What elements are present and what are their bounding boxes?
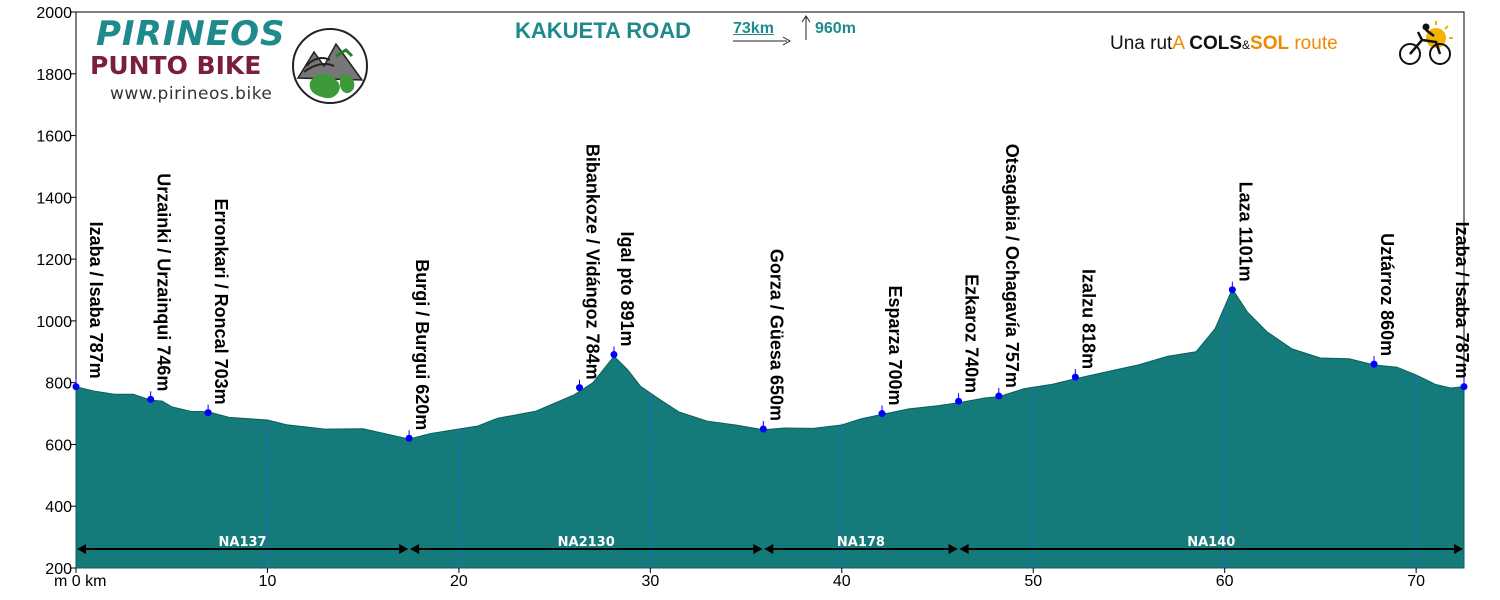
mountain-logo-icon [292,28,368,104]
route-title: KAKUETA ROAD [515,18,691,43]
place-marker [1228,286,1236,294]
brand-subtitle: PUNTO BIKE [90,51,262,80]
place-label: Laza 1101m [1235,182,1255,282]
place-marker [955,397,963,405]
y-tick-label: 1400 [36,190,72,207]
brand-block: PIRINEOS PUNTO BIKE www.pirineos.bike [90,14,296,104]
y-tick-label: 1800 [36,67,72,84]
road-arrow-left [959,544,969,554]
tagline-part: route [1294,33,1338,54]
y-tick-label: 800 [45,376,72,393]
elevation-area [75,287,1465,569]
place-label: Izalzu 818m [1078,269,1098,369]
road-arrow-right [753,544,763,554]
place-label: Esparza 700m [885,285,905,405]
tagline-part: COLS [1189,33,1242,54]
road-label: NA140 [1187,535,1235,550]
place-label: Gorza / Güesa 650m [766,249,786,421]
cyclist-sun-icon [1399,21,1453,65]
place-marker [1460,383,1468,391]
route-distance: 73km [733,20,774,37]
place-label: Uztárroz 860m [1377,233,1397,356]
place-label: Izaba / Isaba 787m [1452,222,1472,379]
x-tick-label: 20 [450,573,468,590]
x-tick-label: 30 [641,573,659,590]
x-tick-label: 70 [1407,573,1425,590]
road-arrow-left [77,544,86,554]
place-marker [72,383,80,391]
y-tick-label: 1600 [36,129,72,146]
y-tick-label: 1000 [36,314,72,331]
route-elevation-gain: 960m [815,20,856,37]
tagline-part: SOL [1250,33,1290,54]
place-label: Izaba / Isaba 787m [86,222,106,379]
place-label: Burgi / Burgui 620m [412,259,432,430]
place-marker [759,425,767,433]
tagline-part: A [1172,33,1184,54]
y-tick-label: 400 [45,499,72,516]
road-label: NA178 [837,535,885,550]
place-marker [1071,373,1079,381]
place-label: Bibankoze / Vidángoz 784m [583,144,603,380]
brand-title: PIRINEOS [96,14,286,54]
y-tick-label: 600 [45,437,72,454]
place-label: Otsagabia / Ochagavía 757m [1002,144,1022,388]
place-label: Urzainki / Urzainqui 746m [154,173,174,391]
place-label: Erronkari / Roncal 703m [211,199,231,405]
up-arrow-icon [801,15,811,40]
place-marker [576,384,584,392]
place-label: Ezkaroz 740m [962,274,982,393]
place-marker [147,395,155,403]
tagline-part: Una rut [1110,33,1173,54]
x-tick-label: 10 [259,573,277,590]
road-arrow-left [764,544,774,554]
place-marker [204,409,212,417]
y-tick-label: 200 [45,561,72,578]
road-label: NA2130 [558,535,615,550]
place-marker [995,392,1003,400]
place-label: Igal pto 891m [617,232,637,347]
road-arrow-right [1454,544,1463,554]
place-marker [405,434,413,442]
x-tick-label: m 0 km [54,573,106,590]
y-tick-label: 1200 [36,252,72,269]
tagline-part: & [1242,38,1251,52]
right-arrow-icon [733,36,792,46]
x-tick-label: 50 [1024,573,1042,590]
y-tick-label: 2000 [36,5,72,22]
road-label: NA137 [219,535,267,550]
x-tick-label: 40 [833,573,851,590]
road-arrow-left [410,544,420,554]
place-marker [610,351,618,359]
place-marker [1370,360,1378,368]
x-tick-label: 60 [1216,573,1234,590]
brand-url: www.pirineos.bike [110,84,273,104]
road-arrow-right [948,544,958,554]
road-arrow-right [399,544,409,554]
tagline: Una rutA COLS&SOL route [1110,33,1338,55]
place-marker [878,410,886,418]
